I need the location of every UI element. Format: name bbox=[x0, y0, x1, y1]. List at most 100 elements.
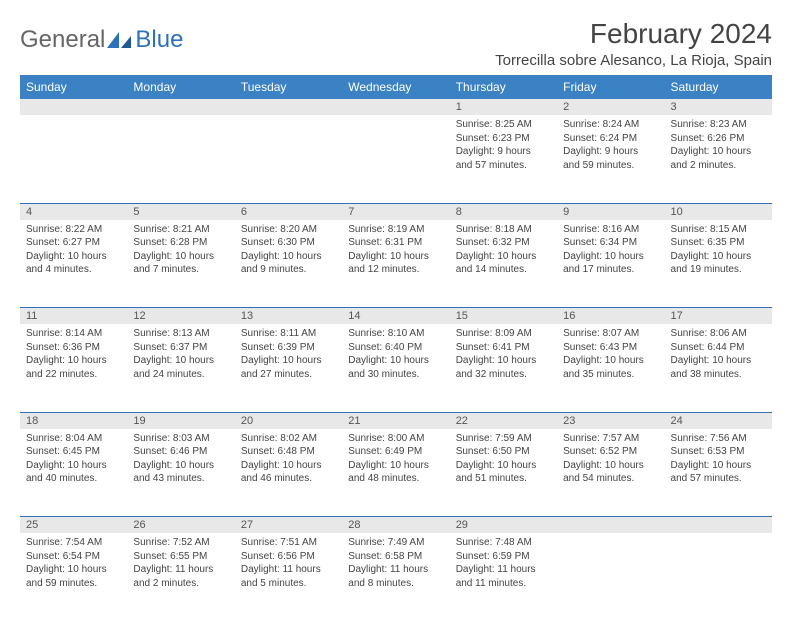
day-number: 7 bbox=[342, 203, 449, 220]
content-row: Sunrise: 8:25 AMSunset: 6:23 PM Daylight:… bbox=[20, 115, 772, 203]
sunset-line: Sunset: 6:39 PM bbox=[241, 341, 336, 355]
day2-line: and 12 minutes. bbox=[348, 263, 443, 277]
calendar-table: Sunday Monday Tuesday Wednesday Thursday… bbox=[20, 75, 772, 621]
day2-line: and 59 minutes. bbox=[563, 159, 658, 173]
sunset-line: Sunset: 6:23 PM bbox=[456, 132, 551, 146]
day1-line: Daylight: 10 hours bbox=[671, 250, 766, 264]
day-number: 20 bbox=[235, 412, 342, 429]
day2-line: and 59 minutes. bbox=[26, 577, 121, 591]
day-number bbox=[557, 517, 664, 534]
day-detail: Sunrise: 8:11 AMSunset: 6:39 PMDaylight:… bbox=[235, 324, 342, 387]
sunrise-line: Sunrise: 7:52 AM bbox=[133, 536, 228, 550]
day-detail: Sunrise: 8:25 AMSunset: 6:23 PMDaylight:… bbox=[450, 115, 557, 178]
day2-line: and 22 minutes. bbox=[26, 368, 121, 382]
day1-line: Daylight: 10 hours bbox=[563, 250, 658, 264]
sunset-line: Sunset: 6:44 PM bbox=[671, 341, 766, 355]
sunset-line: Sunset: 6:56 PM bbox=[241, 550, 336, 564]
sunrise-line: Sunrise: 8:02 AM bbox=[241, 432, 336, 446]
day-cell: Sunrise: 8:19 AMSunset: 6:31 PMDaylight:… bbox=[342, 220, 449, 308]
sunset-line: Sunset: 6:41 PM bbox=[456, 341, 551, 355]
day1-line: Daylight: 10 hours bbox=[26, 354, 121, 368]
day2-line: and 17 minutes. bbox=[563, 263, 658, 277]
day-cell: Sunrise: 8:13 AMSunset: 6:37 PMDaylight:… bbox=[127, 324, 234, 412]
day1-line: Daylight: 10 hours bbox=[26, 459, 121, 473]
day1-line: Daylight: 11 hours bbox=[241, 563, 336, 577]
sunrise-line: Sunrise: 7:54 AM bbox=[26, 536, 121, 550]
sunset-line: Sunset: 6:49 PM bbox=[348, 445, 443, 459]
brand-sail-icon bbox=[107, 30, 133, 50]
sunrise-line: Sunrise: 8:11 AM bbox=[241, 327, 336, 341]
sunset-line: Sunset: 6:46 PM bbox=[133, 445, 228, 459]
day-number: 11 bbox=[20, 308, 127, 325]
day-cell: Sunrise: 7:57 AMSunset: 6:52 PMDaylight:… bbox=[557, 429, 664, 517]
day-detail: Sunrise: 7:54 AMSunset: 6:54 PMDaylight:… bbox=[20, 533, 127, 596]
day-detail: Sunrise: 8:23 AMSunset: 6:26 PMDaylight:… bbox=[665, 115, 772, 178]
day-cell: Sunrise: 7:54 AMSunset: 6:54 PMDaylight:… bbox=[20, 533, 127, 621]
day1-line: Daylight: 10 hours bbox=[241, 459, 336, 473]
sunset-line: Sunset: 6:27 PM bbox=[26, 236, 121, 250]
day-cell: Sunrise: 8:16 AMSunset: 6:34 PMDaylight:… bbox=[557, 220, 664, 308]
day-detail: Sunrise: 7:51 AMSunset: 6:56 PMDaylight:… bbox=[235, 533, 342, 596]
sunset-line: Sunset: 6:32 PM bbox=[456, 236, 551, 250]
day-detail: Sunrise: 8:14 AMSunset: 6:36 PMDaylight:… bbox=[20, 324, 127, 387]
sunrise-line: Sunrise: 8:23 AM bbox=[671, 118, 766, 132]
day2-line: and 2 minutes. bbox=[671, 159, 766, 173]
sunrise-line: Sunrise: 7:59 AM bbox=[456, 432, 551, 446]
day-detail: Sunrise: 8:06 AMSunset: 6:44 PMDaylight:… bbox=[665, 324, 772, 387]
sunrise-line: Sunrise: 8:14 AM bbox=[26, 327, 121, 341]
day-cell: Sunrise: 8:23 AMSunset: 6:26 PMDaylight:… bbox=[665, 115, 772, 203]
sunset-line: Sunset: 6:48 PM bbox=[241, 445, 336, 459]
daynum-row: 11121314151617 bbox=[20, 308, 772, 325]
day-detail: Sunrise: 8:07 AMSunset: 6:43 PMDaylight:… bbox=[557, 324, 664, 387]
content-row: Sunrise: 8:22 AMSunset: 6:27 PMDaylight:… bbox=[20, 220, 772, 308]
day-detail: Sunrise: 8:19 AMSunset: 6:31 PMDaylight:… bbox=[342, 220, 449, 283]
day-cell: Sunrise: 8:04 AMSunset: 6:45 PMDaylight:… bbox=[20, 429, 127, 517]
day-number: 21 bbox=[342, 412, 449, 429]
day-number bbox=[20, 99, 127, 115]
day1-line: Daylight: 11 hours bbox=[348, 563, 443, 577]
day-number: 9 bbox=[557, 203, 664, 220]
day2-line: and 35 minutes. bbox=[563, 368, 658, 382]
day2-line: and 7 minutes. bbox=[133, 263, 228, 277]
day2-line: and 30 minutes. bbox=[348, 368, 443, 382]
day-detail: Sunrise: 8:16 AMSunset: 6:34 PMDaylight:… bbox=[557, 220, 664, 283]
day2-line: and 57 minutes. bbox=[456, 159, 551, 173]
day2-line: and 5 minutes. bbox=[241, 577, 336, 591]
day-number: 22 bbox=[450, 412, 557, 429]
day-cell: Sunrise: 8:07 AMSunset: 6:43 PMDaylight:… bbox=[557, 324, 664, 412]
day-cell: Sunrise: 8:18 AMSunset: 6:32 PMDaylight:… bbox=[450, 220, 557, 308]
day1-line: Daylight: 10 hours bbox=[241, 354, 336, 368]
sunrise-line: Sunrise: 7:48 AM bbox=[456, 536, 551, 550]
day-cell bbox=[342, 115, 449, 203]
day-cell: Sunrise: 7:51 AMSunset: 6:56 PMDaylight:… bbox=[235, 533, 342, 621]
dayhead-mon: Monday bbox=[127, 75, 234, 99]
day-detail: Sunrise: 7:52 AMSunset: 6:55 PMDaylight:… bbox=[127, 533, 234, 596]
dayhead-sun: Sunday bbox=[20, 75, 127, 99]
dayhead-thu: Thursday bbox=[450, 75, 557, 99]
sunrise-line: Sunrise: 7:57 AM bbox=[563, 432, 658, 446]
day-detail: Sunrise: 8:10 AMSunset: 6:40 PMDaylight:… bbox=[342, 324, 449, 387]
day-number: 27 bbox=[235, 517, 342, 534]
day-number: 6 bbox=[235, 203, 342, 220]
day-number: 28 bbox=[342, 517, 449, 534]
sunrise-line: Sunrise: 8:25 AM bbox=[456, 118, 551, 132]
day-detail: Sunrise: 8:18 AMSunset: 6:32 PMDaylight:… bbox=[450, 220, 557, 283]
dayhead-tue: Tuesday bbox=[235, 75, 342, 99]
brand-part1: General bbox=[20, 26, 105, 54]
day-number: 1 bbox=[450, 99, 557, 115]
sunset-line: Sunset: 6:58 PM bbox=[348, 550, 443, 564]
sunset-line: Sunset: 6:52 PM bbox=[563, 445, 658, 459]
day2-line: and 19 minutes. bbox=[671, 263, 766, 277]
day1-line: Daylight: 11 hours bbox=[456, 563, 551, 577]
day1-line: Daylight: 10 hours bbox=[348, 354, 443, 368]
day-detail: Sunrise: 7:59 AMSunset: 6:50 PMDaylight:… bbox=[450, 429, 557, 492]
day-detail: Sunrise: 7:57 AMSunset: 6:52 PMDaylight:… bbox=[557, 429, 664, 492]
title-block: February 2024 Torrecilla sobre Alesanco,… bbox=[495, 18, 772, 69]
day-detail: Sunrise: 8:03 AMSunset: 6:46 PMDaylight:… bbox=[127, 429, 234, 492]
sunset-line: Sunset: 6:36 PM bbox=[26, 341, 121, 355]
day-number: 14 bbox=[342, 308, 449, 325]
sunrise-line: Sunrise: 8:09 AM bbox=[456, 327, 551, 341]
day1-line: Daylight: 9 hours bbox=[563, 145, 658, 159]
sunset-line: Sunset: 6:53 PM bbox=[671, 445, 766, 459]
day-detail: Sunrise: 8:00 AMSunset: 6:49 PMDaylight:… bbox=[342, 429, 449, 492]
